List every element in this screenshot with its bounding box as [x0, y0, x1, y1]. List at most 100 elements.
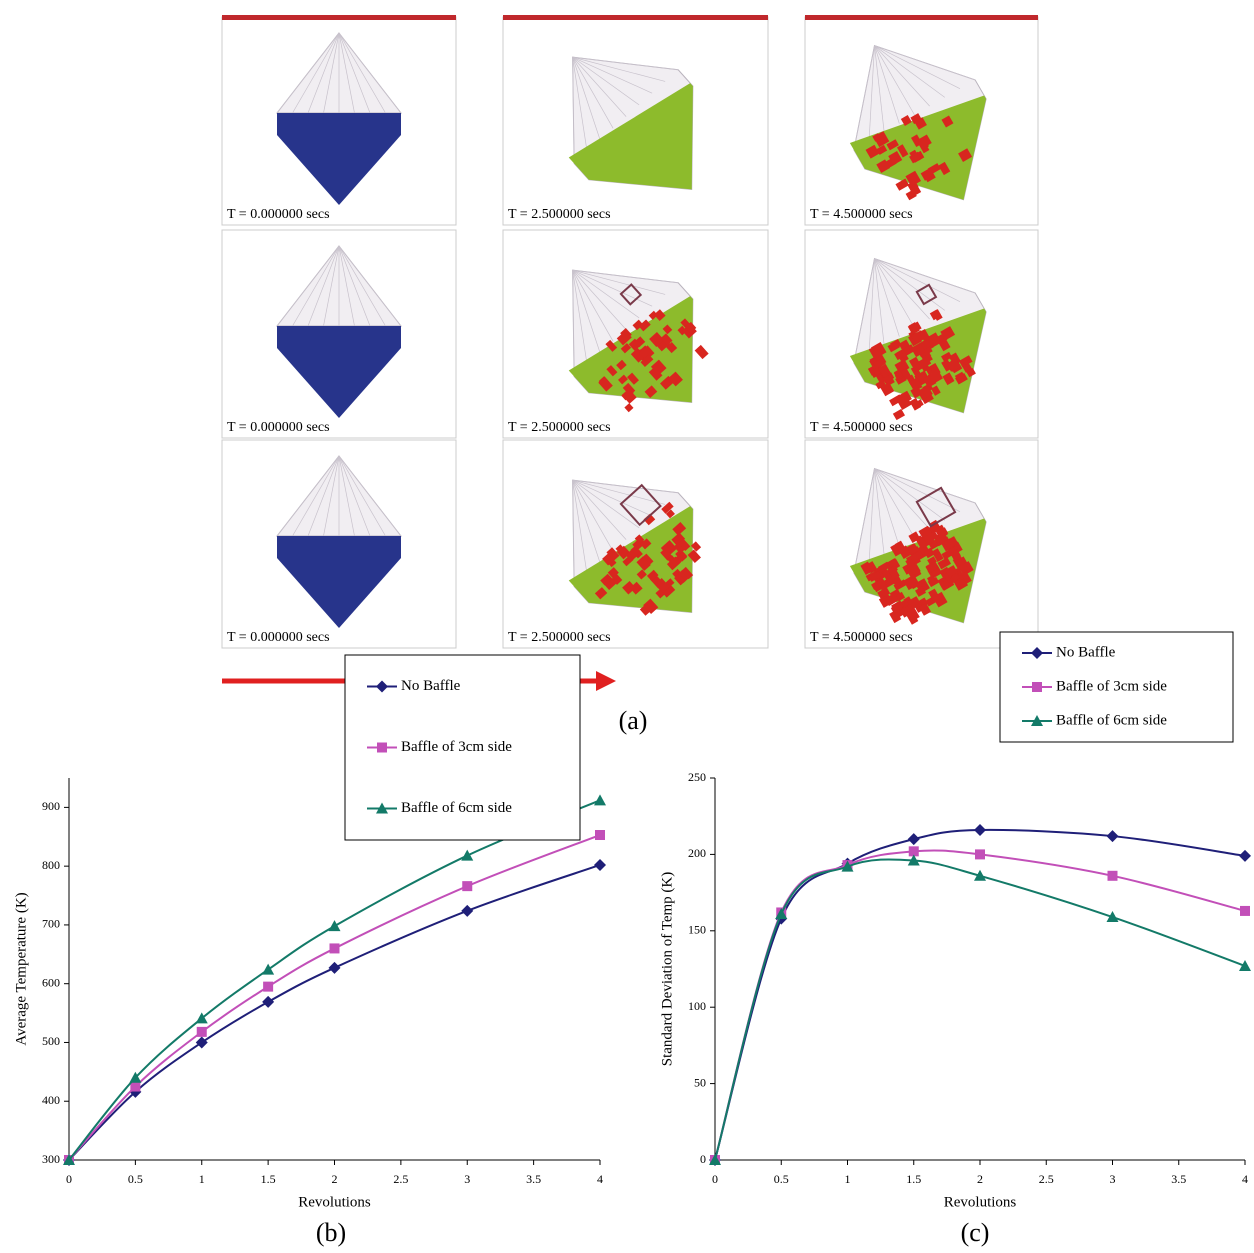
hopper-line: [572, 56, 679, 71]
hot-particle: [643, 513, 656, 526]
hot-particle: [668, 371, 683, 387]
hot-particle: [630, 347, 646, 363]
marker: [376, 802, 388, 814]
legend-label: No Baffle: [401, 678, 461, 694]
marker: [195, 1012, 208, 1024]
hopper-line: [874, 258, 946, 311]
baffle: [619, 283, 643, 306]
hopper-line: [323, 245, 340, 327]
hot-particle: [660, 333, 673, 346]
hot-particle: [665, 509, 675, 519]
snapshots: T = 0.000000 secs T = 2.500000 secs T = 4.…: [221, 15, 1039, 649]
hot-particle: [931, 385, 941, 396]
hot-particle: [674, 573, 686, 586]
hot-particle: [687, 549, 701, 564]
hopper-line: [572, 479, 614, 552]
y-tick-label: 100: [688, 999, 706, 1013]
hot-particle: [941, 351, 953, 362]
hopper-line: [572, 270, 601, 354]
hopper-line: [292, 455, 340, 537]
hopper-line: [874, 468, 961, 512]
hot-particle: [927, 556, 937, 566]
time-stamp: T = 4.500000 secs: [810, 207, 913, 222]
x-tick-label: 0.5: [128, 1172, 143, 1186]
marker: [1031, 647, 1043, 659]
marker: [376, 680, 388, 693]
hot-particle: [628, 338, 641, 351]
hopper-line: [874, 468, 915, 539]
hopper: [849, 467, 987, 625]
hot-particle: [878, 363, 892, 379]
hopper-line: [868, 468, 875, 565]
hot-particle: [919, 345, 933, 357]
hot-particle: [927, 369, 943, 385]
y-axis-label: Standard Deviation of Temp (K): [659, 872, 675, 1066]
hot-particle: [639, 604, 652, 616]
y-tick-label: 250: [688, 770, 706, 784]
hot-particle: [875, 379, 886, 390]
hopper-line: [338, 455, 402, 537]
hot-particle: [868, 570, 882, 582]
hot-particle: [896, 395, 912, 410]
hopper-line: [572, 480, 588, 575]
snapshot: T = 4.500000 secs: [804, 15, 1039, 226]
hopper-line: [874, 45, 900, 124]
hopper-line: [276, 245, 340, 327]
hopper-line: [307, 32, 340, 114]
hot-particle: [895, 178, 910, 191]
y-tick-label: 700: [42, 917, 60, 931]
hot-particle: [640, 354, 654, 368]
marker: [461, 904, 474, 917]
hopper-line: [853, 258, 875, 363]
hot-particle: [644, 385, 658, 398]
hot-particle: [909, 397, 922, 411]
hot-particle: [625, 550, 637, 562]
snapshot: T = 4.500000 secs: [804, 439, 1039, 649]
hot-particle: [910, 113, 922, 125]
hot-particle: [918, 602, 932, 616]
time-stamp: T = 2.500000 secs: [508, 420, 611, 435]
hot-particle: [678, 538, 691, 552]
hopper-line: [868, 258, 875, 355]
hot-particle: [676, 570, 689, 583]
hot-particle: [889, 610, 902, 624]
hot-particle: [958, 355, 973, 368]
hot-particle: [632, 319, 644, 331]
baffle: [619, 483, 662, 527]
hot-particle: [951, 572, 960, 582]
snapshot: T = 0.000000 secs: [221, 15, 457, 226]
hot-particle: [887, 565, 900, 580]
hot-particle: [958, 148, 973, 163]
snapshot: T = 0.000000 secs: [221, 439, 457, 649]
hot-particle: [950, 549, 961, 560]
hot-particle: [947, 358, 961, 372]
x-tick-label: 0: [712, 1172, 718, 1186]
hot-particle: [890, 602, 903, 614]
hopper-line: [874, 468, 885, 556]
hot-particle: [615, 544, 629, 558]
hot-particle: [871, 580, 883, 593]
hot-particle: [894, 350, 905, 361]
marker: [129, 1071, 142, 1083]
marker: [594, 794, 606, 806]
hopper-line: [338, 32, 402, 114]
hopper-line: [323, 455, 340, 537]
hot-particle: [634, 534, 645, 544]
hot-particle: [884, 593, 899, 607]
hot-particle: [927, 163, 941, 175]
hot-particle: [648, 366, 663, 381]
hot-particle: [886, 139, 899, 151]
marker: [462, 881, 473, 892]
hopper-line: [276, 32, 340, 114]
hot-particle: [606, 547, 620, 561]
y-tick-label: 0: [700, 1152, 706, 1166]
hot-particle: [939, 580, 950, 591]
marker: [974, 869, 986, 881]
hot-particle: [941, 550, 952, 560]
x-tick-label: 3: [464, 1172, 470, 1186]
hopper-line: [338, 455, 371, 537]
marker: [595, 830, 605, 841]
hot-particle: [876, 159, 890, 174]
panel-label: (b): [316, 1218, 346, 1247]
hot-particle: [914, 117, 927, 130]
